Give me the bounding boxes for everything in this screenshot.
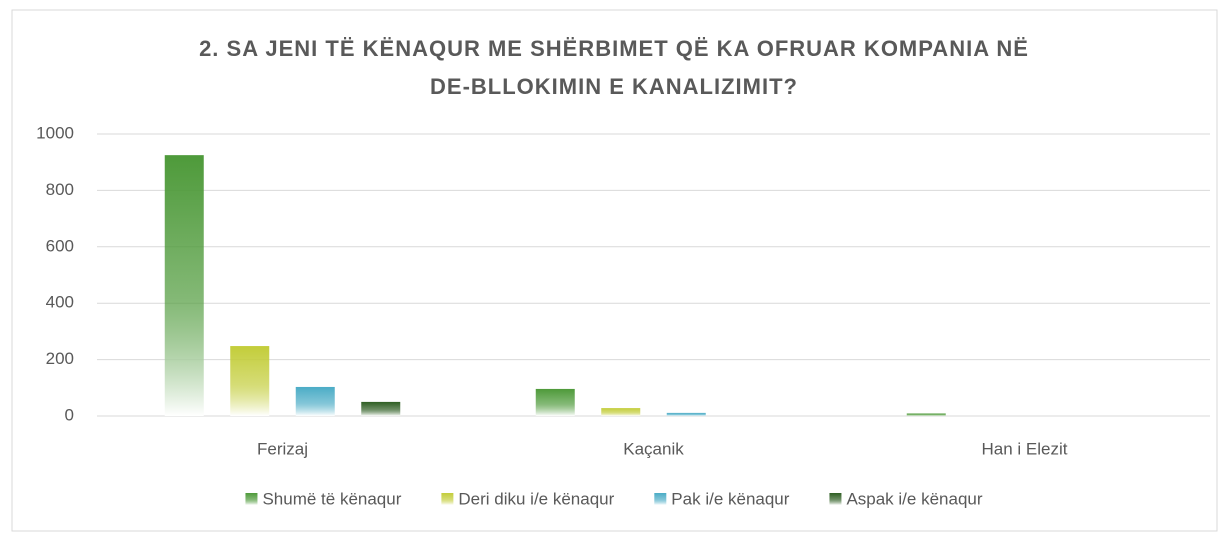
x-tick-label: Ferizaj xyxy=(257,439,308,458)
bar xyxy=(601,408,641,416)
x-tick-label: Han i Elezit xyxy=(982,439,1068,458)
chart-title: 2. SA JENI TË KËNAQUR ME SHËRBIMET QË KA… xyxy=(199,36,1029,61)
bar xyxy=(906,413,946,416)
bar xyxy=(666,412,706,416)
legend-marker xyxy=(654,493,667,505)
legend-label: Aspak i/e kënaqur xyxy=(846,489,982,508)
y-tick-label: 600 xyxy=(46,236,74,255)
chart-title: DE-BLLOKIMIN E KANALIZIMIT? xyxy=(430,74,798,99)
y-tick-label: 1000 xyxy=(36,123,74,142)
y-tick-label: 400 xyxy=(46,293,74,312)
legend-marker xyxy=(441,493,454,505)
legend-label: Deri diku i/e kënaqur xyxy=(458,489,614,508)
y-tick-label: 0 xyxy=(65,405,74,424)
bar xyxy=(164,155,204,416)
bar xyxy=(535,388,575,416)
chart-frame xyxy=(11,9,1218,532)
x-tick-label: Kaçanik xyxy=(623,439,684,458)
bar xyxy=(230,346,270,416)
legend-label: Pak i/e kënaqur xyxy=(671,489,789,508)
bar xyxy=(361,401,401,416)
legend-label: Shumë të kënaqur xyxy=(262,489,401,508)
bar xyxy=(295,386,335,416)
legend-marker xyxy=(245,493,258,505)
legend-marker xyxy=(829,493,842,505)
y-tick-label: 200 xyxy=(46,349,74,368)
y-tick-label: 800 xyxy=(46,180,74,199)
